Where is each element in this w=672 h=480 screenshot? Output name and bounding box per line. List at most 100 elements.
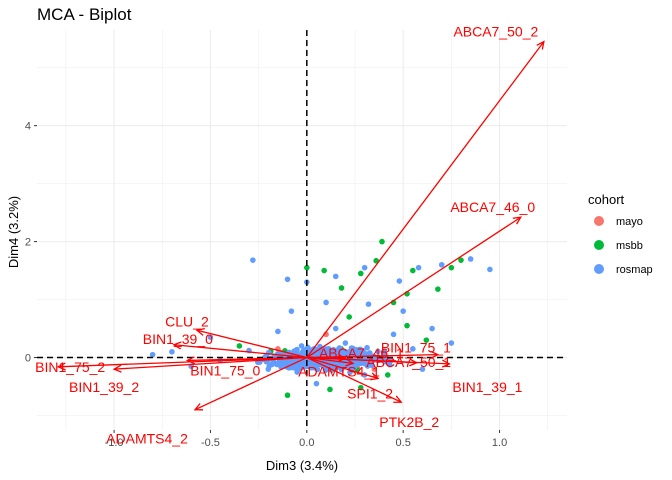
point-rosmap <box>415 264 422 271</box>
point-rosmap <box>410 346 416 352</box>
y-tick-label: 4 <box>25 121 31 133</box>
point-msbb <box>423 337 430 343</box>
point-rosmap <box>149 351 156 358</box>
point-rosmap <box>323 299 329 306</box>
point-msbb <box>448 264 455 271</box>
x-tick-label: -0.5 <box>201 437 220 449</box>
x-tick-label: 1.0 <box>492 437 507 449</box>
variable-label: PTK2B_2 <box>379 414 439 430</box>
variable-arrowhead <box>345 358 355 367</box>
variable-arrowhead <box>370 372 380 381</box>
legend-key-mayo <box>594 216 604 226</box>
point-msbb <box>346 314 353 320</box>
point-msbb <box>384 372 391 378</box>
variable-arrowhead <box>512 216 522 225</box>
variable-arrowhead <box>393 395 403 403</box>
variable-arrowhead <box>112 364 122 373</box>
point-rosmap <box>319 347 326 354</box>
variable-arrow <box>173 344 307 359</box>
point-rosmap <box>365 301 372 308</box>
point-rosmap <box>288 308 295 314</box>
point-rosmap <box>342 340 349 346</box>
point-rosmap <box>275 328 281 335</box>
point-rosmap <box>448 340 455 346</box>
point-msbb <box>284 392 291 399</box>
variable-arrowhead <box>195 328 205 336</box>
variable-arrow <box>114 356 307 370</box>
variable-arrow <box>306 356 450 365</box>
point-rosmap <box>250 257 256 263</box>
variable-label: BIN1_75_1 <box>381 340 451 356</box>
x-tick-label: -1.0 <box>105 437 124 449</box>
x-axis-title: Dim3 (3.4%) <box>266 458 338 473</box>
point-rosmap <box>400 308 406 314</box>
point-rosmap <box>332 273 339 280</box>
point-msbb <box>435 286 441 292</box>
point-msbb <box>379 238 385 245</box>
variable-arrowhead <box>337 353 347 363</box>
point-rosmap <box>332 325 339 332</box>
point-rosmap <box>361 264 368 271</box>
variable-arrow <box>306 356 402 403</box>
point-rosmap <box>390 331 397 338</box>
point-msbb <box>327 386 333 393</box>
variable-labels: ABCA7_50_2 ABCA7_46_0 CLU_2 BIN1_39_0 BIN1_7… <box>35 24 538 447</box>
x-tick-label: 0.0 <box>299 437 314 449</box>
variable-label: BIN1_39_2 <box>69 379 139 395</box>
point-rosmap <box>294 369 300 375</box>
legend-items: mayo msbb rosmap <box>594 216 653 276</box>
variable-arrow <box>306 356 379 380</box>
variable-label: BIN1_39_1 <box>452 379 522 395</box>
point-rosmap <box>281 360 288 366</box>
legend-key-msbb <box>594 240 604 250</box>
point-rosmap <box>207 334 214 341</box>
x-axis-ticks: -1.0 -0.5 0.0 0.5 1.0 <box>105 430 507 449</box>
plot-panel: ABCA7_50_2 ABCA7_46_0 CLU_2 BIN1_39_0 BIN1_7… <box>35 24 567 447</box>
point-rosmap <box>305 344 311 351</box>
variable-label: ADAMTS4_2 <box>106 431 188 447</box>
point-rosmap <box>381 348 387 355</box>
variable-arrow <box>196 329 307 359</box>
point-rosmap <box>313 350 319 356</box>
legend-key-rosmap <box>594 264 604 274</box>
grid-lines <box>37 30 567 430</box>
variable-arrow <box>306 41 545 358</box>
variable-arrow <box>194 356 308 411</box>
y-axis-ticks: 0 2 4 <box>25 121 37 365</box>
point-rosmap <box>438 261 445 268</box>
variable-arrows <box>56 40 545 411</box>
point-rosmap <box>357 346 363 353</box>
point-rosmap <box>310 364 317 371</box>
point-rosmap <box>284 276 291 283</box>
legend-label: msbb <box>616 240 643 252</box>
point-msbb <box>338 285 345 291</box>
legend-label: rosmap <box>616 264 653 276</box>
point-msbb <box>357 270 364 277</box>
point-rosmap <box>365 360 372 366</box>
point-rosmap <box>364 344 370 351</box>
variable-arrowhead <box>56 362 66 371</box>
variable-label: ABCA7_46_0 <box>450 199 535 215</box>
variable-arrow <box>306 353 438 359</box>
variable-arrow <box>306 216 522 359</box>
legend: cohort mayo msbb rosmap <box>588 192 653 276</box>
point-rosmap <box>419 366 426 372</box>
y-axis-title: Dim4 (3.2%) <box>6 196 21 268</box>
point-rosmap <box>299 350 306 356</box>
variable-label: CLU_2 <box>165 313 209 329</box>
y-tick-label: 0 <box>25 353 31 365</box>
variable-label: SPI1_2 <box>347 385 393 401</box>
legend-label: mayo <box>616 216 643 228</box>
variable-arrowhead <box>172 341 182 350</box>
variable-label: ABCA7_50_2 <box>453 24 538 40</box>
point-msbb <box>304 264 310 271</box>
point-rosmap <box>169 348 175 355</box>
point-msbb <box>357 384 364 391</box>
chart-title: MCA - Biplot <box>37 5 132 24</box>
point-msbb <box>236 343 243 349</box>
point-rosmap <box>467 256 474 262</box>
variable-label: BIN1_39_0 <box>143 331 213 347</box>
point-msbb <box>321 267 327 274</box>
